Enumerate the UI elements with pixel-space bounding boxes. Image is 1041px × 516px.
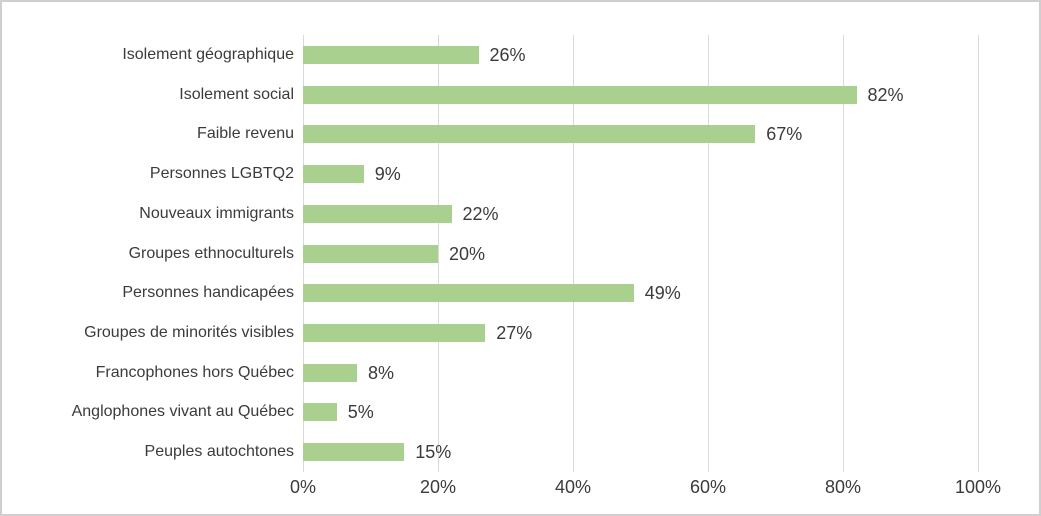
bar-value-label: 5%: [347, 402, 374, 423]
bar-row: 67%: [303, 114, 978, 154]
bar-value-label: 8%: [368, 362, 395, 383]
bar: [303, 443, 405, 462]
x-axis: 0% 20% 40% 60% 80% 100%: [290, 477, 1001, 504]
bar: [303, 45, 479, 64]
bar-row: 9%: [303, 154, 978, 194]
bar-value-label: 49%: [644, 283, 681, 304]
bar: [303, 85, 857, 104]
category-label: Personnes LGBTQ2: [149, 165, 294, 183]
category-label: Groupes de minorités visibles: [84, 324, 294, 341]
bar: [303, 284, 634, 303]
bar: [303, 244, 438, 263]
bar-value-label: 22%: [462, 203, 499, 224]
bar: [303, 363, 357, 382]
category-label: Isolement social: [179, 85, 294, 103]
x-axis-tick-label: 40%: [554, 477, 592, 497]
category-label: Francophones hors Québec: [95, 363, 294, 381]
category-label: Isolement géographique: [122, 45, 294, 63]
category-labels: Isolement géographique Isolement social Fa…: [2, 35, 294, 472]
bar: [303, 324, 486, 342]
bar-value-label: 15%: [415, 442, 452, 463]
bar-value-label: 20%: [449, 243, 486, 264]
category-label: Groupes ethnoculturels: [128, 244, 294, 262]
category-label: Faible revenu: [197, 125, 294, 143]
plot-area: 26% 82% 67% 9% 22% 20% 49% 27% 8% 5% 15%: [303, 35, 979, 472]
bar-rows: 26% 82% 67% 9% 22% 20% 49% 27% 8% 5% 15%: [303, 35, 978, 472]
bar: [303, 125, 756, 144]
bar-row: 20%: [303, 234, 978, 274]
bar: [303, 204, 452, 223]
gridline: [708, 35, 709, 472]
bar-row: 26%: [303, 35, 978, 75]
x-axis-tick-label: 100%: [954, 477, 1002, 497]
bar-value-label: 67%: [766, 124, 803, 145]
bar-value-label: 26%: [489, 44, 526, 65]
bar-row: 27%: [303, 313, 978, 353]
bar-value-label: 82%: [867, 84, 904, 105]
bar: [303, 165, 364, 184]
category-label: Personnes handicapées: [122, 284, 294, 302]
bar: [303, 403, 337, 422]
category-label: Nouveaux immigrants: [139, 204, 294, 222]
category-label: Anglophones vivant au Québec: [71, 403, 294, 421]
category-label: Peuples autochtones: [144, 443, 294, 461]
gridline: [438, 35, 439, 472]
bar-value-label: 27%: [496, 323, 533, 343]
bar-row: 15%: [303, 432, 978, 472]
bar-value-label: 9%: [374, 164, 401, 185]
bar-row: 49%: [303, 273, 978, 313]
bar-row: 22%: [303, 194, 978, 234]
bar-row: 8%: [303, 353, 978, 393]
gridline: [978, 35, 979, 472]
gridline: [843, 35, 844, 472]
x-axis-tick-label: 0%: [289, 477, 317, 497]
x-axis-tick-label: 80%: [824, 477, 862, 497]
x-axis-tick-label: 60%: [689, 477, 727, 497]
gridline: [573, 35, 574, 472]
bar-row: 82%: [303, 75, 978, 115]
bar-row: 5%: [303, 393, 978, 433]
x-axis-tick-label: 20%: [419, 477, 457, 497]
